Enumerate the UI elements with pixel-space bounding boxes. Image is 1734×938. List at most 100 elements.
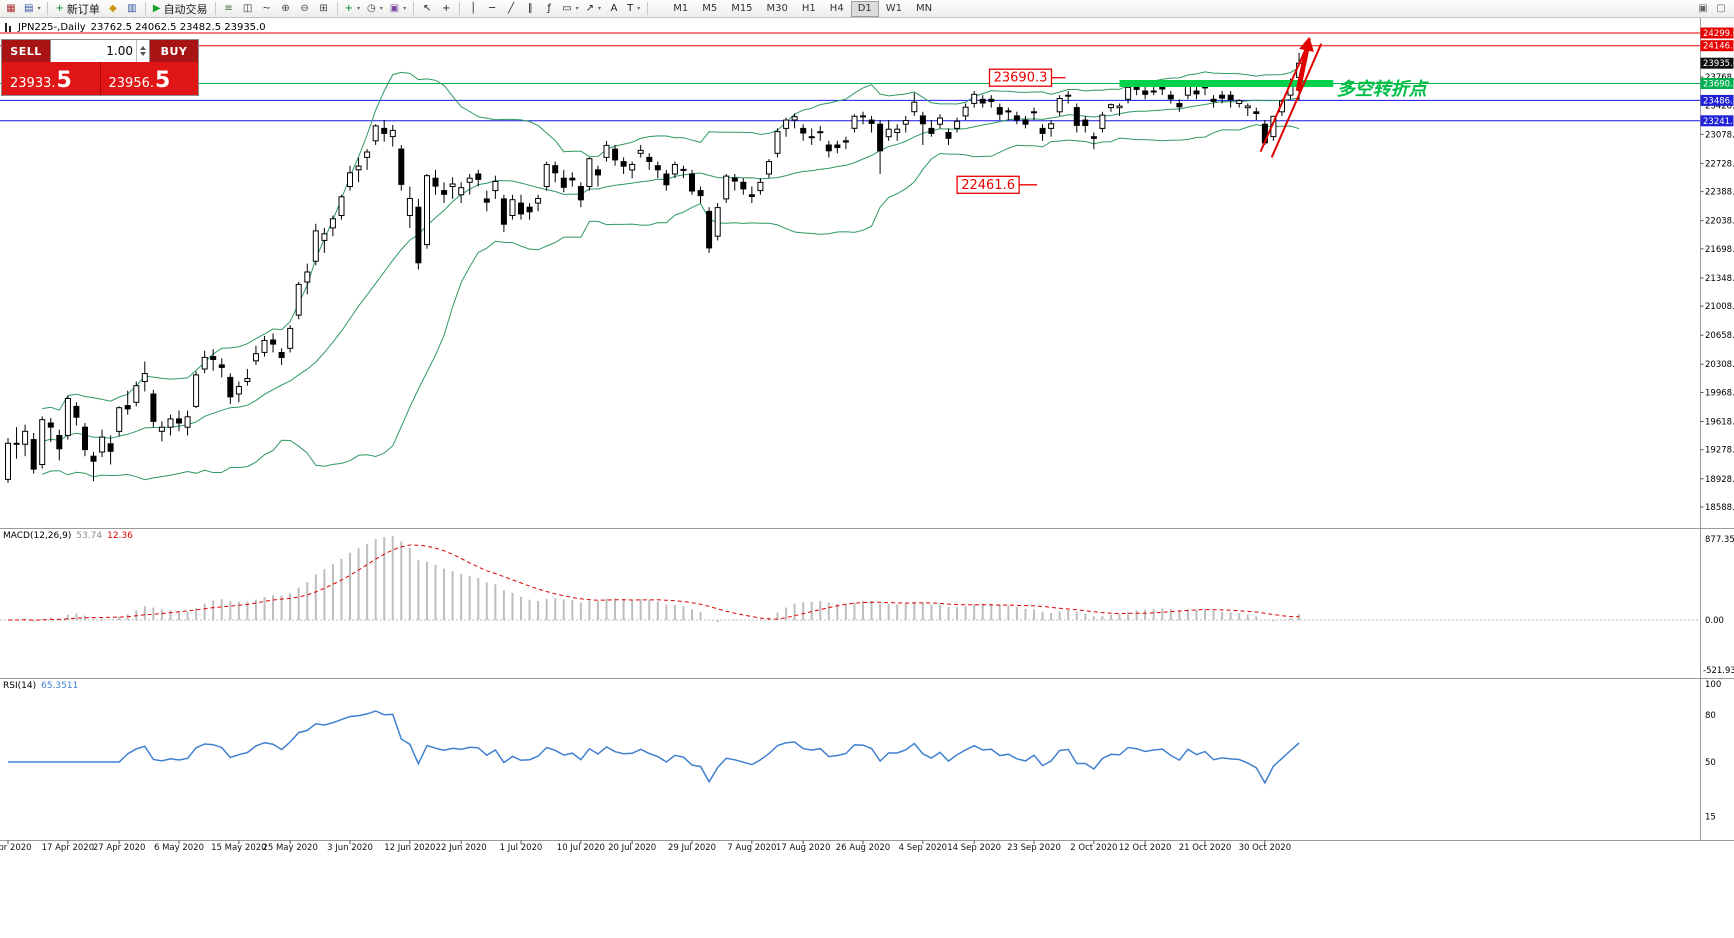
candlestick-type-button[interactable]: ◫ xyxy=(239,1,257,17)
indicators-button[interactable]: + ▾ xyxy=(342,1,363,17)
arrows-tool-button[interactable]: ↗ ▾ xyxy=(583,1,604,17)
volume-down-icon[interactable] xyxy=(140,52,146,56)
macd-signal-line xyxy=(8,544,1300,621)
svg-text:21698.0: 21698.0 xyxy=(1705,245,1734,255)
text-label-tool-button[interactable]: T ▾ xyxy=(624,1,643,17)
svg-text:15 May 2020: 15 May 2020 xyxy=(211,843,266,853)
volume-stepper[interactable] xyxy=(50,40,150,62)
macd-name: MACD(12,26,9) xyxy=(3,531,72,541)
crosshair-tool-button[interactable]: + xyxy=(437,1,455,17)
vertical-line-tool-icon: │ xyxy=(470,2,477,14)
macd-value: 53.74 xyxy=(76,531,103,541)
svg-text:22388.0: 22388.0 xyxy=(1705,188,1734,198)
new-order-button-label: 新订单 xyxy=(66,2,100,16)
chart-title-icon xyxy=(4,23,13,32)
cursor-tool-button[interactable]: ↖ xyxy=(418,1,436,17)
sell-price-pips: 5 xyxy=(56,68,72,94)
terminal-icon: ▥ xyxy=(127,2,137,14)
auto-scroll-icon: ▢ xyxy=(1716,2,1726,14)
trade-prices-row: 23933. 5 23956. 5 xyxy=(2,62,198,95)
volume-up-icon[interactable] xyxy=(140,46,146,50)
buy-price-main: 23956. xyxy=(108,76,155,91)
rsi-value: 65.3511 xyxy=(41,681,79,691)
templates-button[interactable]: ▣ ▾ xyxy=(387,1,409,17)
chart-shift-button[interactable]: ▣ xyxy=(1694,1,1712,17)
trendline-tool-button[interactable]: ╱ xyxy=(502,1,520,17)
line-chart-type-icon: ~ xyxy=(262,2,271,14)
shapes-tool-button[interactable]: ▭ ▾ xyxy=(559,1,581,17)
tile-windows-button[interactable]: ⊞ xyxy=(315,1,333,17)
templates-icon: ▣ xyxy=(389,2,400,14)
chevron-down-icon: ▾ xyxy=(637,5,641,12)
svg-text:23428.0: 23428.0 xyxy=(1705,101,1734,111)
toolbar-separator xyxy=(144,2,146,15)
main-toolbar: ▦ ▤ ▾ + 新订单 ◆ ▥ ▶ 自动交易 ≡ ◫ ~ ⊕ ⊖ ⊞ + ▾ ◷ ▾ ▣ ▾ ↖ + │ ─ ╱ ∥ ƒ ▭ ▾ ↗ ▾ A T ▾… xyxy=(0,0,1734,18)
new-chart-button[interactable]: ▦ xyxy=(2,1,20,17)
volume-input[interactable] xyxy=(51,40,136,62)
svg-text:23241.1: 23241.1 xyxy=(1703,117,1734,127)
zoom-in-button[interactable]: ⊕ xyxy=(277,1,295,17)
timeframe-d1[interactable]: D1 xyxy=(850,0,879,17)
chevron-down-icon: ▾ xyxy=(37,5,41,12)
timeframe-m15[interactable]: M15 xyxy=(724,1,759,17)
buy-price[interactable]: 23956. 5 xyxy=(99,62,199,95)
vertical-line-tool-button[interactable]: │ xyxy=(464,1,482,17)
toolbar-separator xyxy=(413,2,415,15)
svg-text:18928.0: 18928.0 xyxy=(1705,475,1734,485)
bar-chart-type-button[interactable]: ≡ xyxy=(220,1,238,17)
price-annotation-labels: 23690.3 22461.6 xyxy=(956,68,1066,194)
pane-separators xyxy=(0,18,1734,841)
rsi-pane: 100 80 50 15 xyxy=(8,680,1721,823)
candlesticks xyxy=(5,52,1303,483)
toolbar-separator xyxy=(647,2,649,15)
timeframe-w1[interactable]: W1 xyxy=(879,1,909,17)
fibonacci-tool-button[interactable]: ƒ xyxy=(540,1,558,17)
svg-text:23690.3: 23690.3 xyxy=(994,71,1048,86)
buy-button[interactable]: BUY xyxy=(150,40,198,62)
profiles-icon: ▤ xyxy=(24,2,34,14)
price-chart[interactable]: 23690.322461.6多空转折点23768.023428.023078.0… xyxy=(0,18,1734,938)
svg-text:2 Oct 2020: 2 Oct 2020 xyxy=(1070,843,1117,853)
timeframe-mn[interactable]: MN xyxy=(909,1,939,17)
macd-label: MACD(12,26,9) 53.74 12.36 xyxy=(3,531,133,541)
horizontal-line-tool-icon: ─ xyxy=(489,2,496,14)
svg-text:-521.93: -521.93 xyxy=(1703,666,1734,676)
metaeditor-button[interactable]: ◆ xyxy=(104,1,122,17)
chart-title: JPN225-,Daily 23762.5 24062.5 23482.5 23… xyxy=(4,22,266,33)
timeframe-m30[interactable]: M30 xyxy=(760,1,795,17)
timeframe-m1[interactable]: M1 xyxy=(666,1,695,17)
volume-spinner[interactable] xyxy=(136,40,149,62)
zoom-out-button[interactable]: ⊖ xyxy=(296,1,314,17)
autotrading-button-label: 自动交易 xyxy=(163,2,208,16)
periods-button[interactable]: ◷ ▾ xyxy=(364,1,386,17)
periods-icon: ◷ xyxy=(366,2,376,14)
channel-tool-button[interactable]: ∥ xyxy=(521,1,539,17)
svg-text:877.35: 877.35 xyxy=(1705,535,1734,545)
profiles-button[interactable]: ▤ ▾ xyxy=(21,1,43,17)
new-order-button[interactable]: + 新订单 xyxy=(52,1,102,17)
text-tool-button[interactable]: A xyxy=(605,1,623,17)
timeframe-m5[interactable]: M5 xyxy=(695,1,724,17)
svg-text:19968.0: 19968.0 xyxy=(1705,389,1734,399)
timeframe-h1[interactable]: H1 xyxy=(795,1,823,17)
timeframe-h4[interactable]: H4 xyxy=(823,1,851,17)
svg-text:17 Aug 2020: 17 Aug 2020 xyxy=(776,843,830,853)
autotrading-icon: ▶ xyxy=(152,2,161,14)
svg-text:22 Jun 2020: 22 Jun 2020 xyxy=(436,843,487,853)
bollinger-bands xyxy=(42,66,1300,481)
price-scale[interactable]: 23768.023428.023078.022728.022388.022038… xyxy=(1700,27,1734,514)
terminal-button[interactable]: ▥ xyxy=(123,1,141,17)
tile-windows-icon: ⊞ xyxy=(319,2,328,14)
svg-text:30 Oct 2020: 30 Oct 2020 xyxy=(1239,843,1292,853)
svg-text:23486.8: 23486.8 xyxy=(1703,96,1734,106)
autotrading-button[interactable]: ▶ 自动交易 xyxy=(150,1,211,17)
sell-price[interactable]: 23933. 5 xyxy=(2,62,100,95)
svg-text:0.00: 0.00 xyxy=(1705,616,1724,626)
auto-scroll-button[interactable]: ▢ xyxy=(1712,1,1730,17)
line-chart-type-button[interactable]: ~ xyxy=(258,1,276,17)
candlestick-type-icon: ◫ xyxy=(242,2,253,14)
sell-button[interactable]: SELL xyxy=(2,40,50,62)
horizontal-line-tool-button[interactable]: ─ xyxy=(483,1,501,17)
